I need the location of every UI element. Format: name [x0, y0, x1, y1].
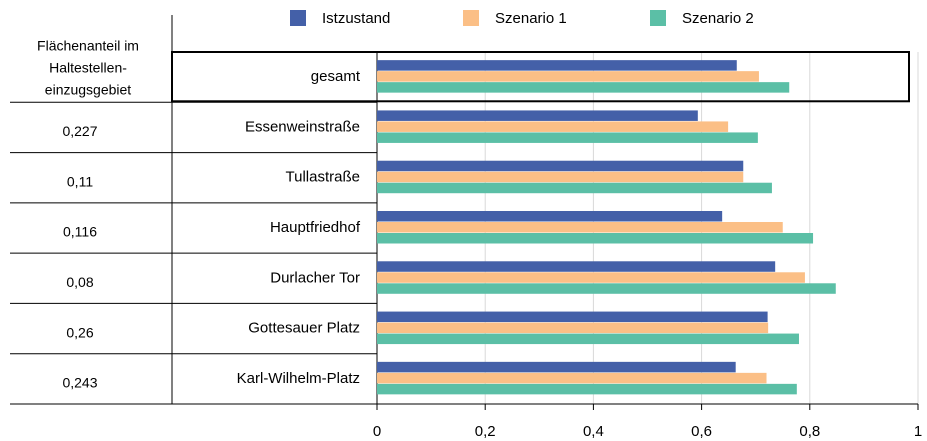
- bar: [377, 82, 790, 93]
- share-value: 0,26: [66, 324, 93, 340]
- legend-label: Istzustand: [322, 10, 390, 27]
- x-tick-label: 0,8: [799, 423, 820, 440]
- category-label: Gottesauer Platz: [248, 320, 360, 337]
- share-value: 0,243: [62, 375, 97, 391]
- share-value: 0,08: [66, 274, 93, 290]
- highlight-box: [171, 51, 910, 103]
- bar: [377, 322, 769, 334]
- x-tick-label: 1: [914, 423, 922, 440]
- share-value: 0,116: [63, 224, 97, 240]
- x-tick-label: 0: [373, 423, 381, 440]
- legend-label: Szenario 1: [495, 10, 567, 27]
- bar: [377, 261, 776, 272]
- bar: [377, 222, 783, 233]
- category-label: Durlacher Tor: [270, 269, 360, 286]
- bar: [377, 71, 759, 82]
- table-header: einzugsgebiet: [45, 82, 132, 98]
- bar: [377, 361, 736, 373]
- table-header: Flächenanteil im: [37, 38, 139, 54]
- table-header: Haltestellen-: [49, 60, 127, 76]
- legend-swatch: [463, 10, 479, 26]
- share-value: 0,227: [62, 123, 97, 139]
- x-tick-label: 0,4: [583, 423, 604, 440]
- bar: [377, 60, 737, 71]
- bar: [377, 233, 814, 244]
- bar: [377, 182, 772, 194]
- bar: [377, 132, 758, 143]
- x-tick-label: 0,6: [691, 423, 712, 440]
- bar: [377, 311, 768, 323]
- category-label: Karl-Wilhelm-Platz: [237, 370, 360, 387]
- bar: [377, 272, 805, 283]
- bar: [377, 121, 729, 132]
- x-tick-label: 0,2: [475, 423, 496, 440]
- bar: [377, 171, 744, 183]
- bar: [377, 333, 799, 345]
- share-value: 0,11: [67, 173, 93, 189]
- legend-label: Szenario 2: [682, 10, 754, 27]
- category-label: Hauptfriedhof: [270, 219, 361, 236]
- category-label: gesamt: [311, 68, 361, 85]
- category-label: Tullastraße: [286, 169, 360, 186]
- bar: [377, 283, 836, 294]
- legend-swatch: [650, 10, 666, 26]
- legend-swatch: [290, 10, 306, 26]
- bar: [377, 372, 767, 384]
- bar: [377, 211, 723, 222]
- bar: [377, 110, 698, 121]
- category-label: Essenweinstraße: [245, 118, 360, 135]
- bar: [377, 383, 797, 395]
- bar: [377, 160, 744, 172]
